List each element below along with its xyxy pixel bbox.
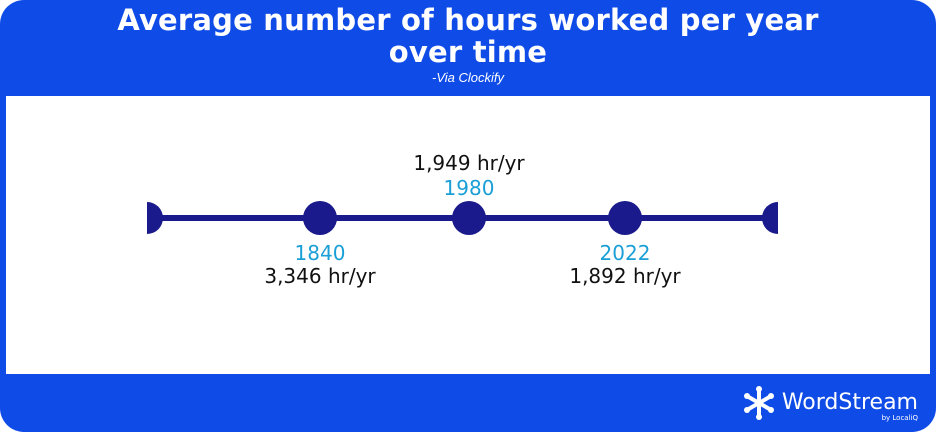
brand-sub: by LocaliQ [881, 414, 918, 422]
hours-label-1840: 3,346 hr/yr [264, 264, 376, 288]
timeline-node-2022 [608, 201, 642, 235]
timeline-diagram [147, 201, 778, 235]
year-label-1980: 1980 [443, 176, 495, 200]
timeline-start-cap [147, 202, 163, 234]
page-title: Average number of hours worked per year … [0, 4, 936, 68]
year-label-1840: 1840 [294, 241, 346, 265]
timeline-node-1980 [452, 201, 486, 235]
hours-label-2022: 1,892 hr/yr [569, 264, 681, 288]
snowflake-logo-icon [743, 386, 774, 420]
brand-name: WordStream [781, 390, 918, 415]
timeline-end-cap [762, 202, 778, 234]
wordstream-brand: WordStream by LocaliQ [742, 383, 918, 423]
hours-label-1980: 1,949 hr/yr [413, 151, 525, 175]
timeline-panel: 1840 3,346 hr/yr 1,949 hr/yr 1980 2022 1… [6, 96, 930, 374]
title-line-1: Average number of hours worked per year [117, 3, 819, 37]
source-caption: -Via Clockify [431, 70, 504, 85]
year-label-2022: 2022 [599, 241, 651, 265]
timeline-node-1840 [303, 201, 337, 235]
title-line-2: over time [388, 35, 548, 69]
